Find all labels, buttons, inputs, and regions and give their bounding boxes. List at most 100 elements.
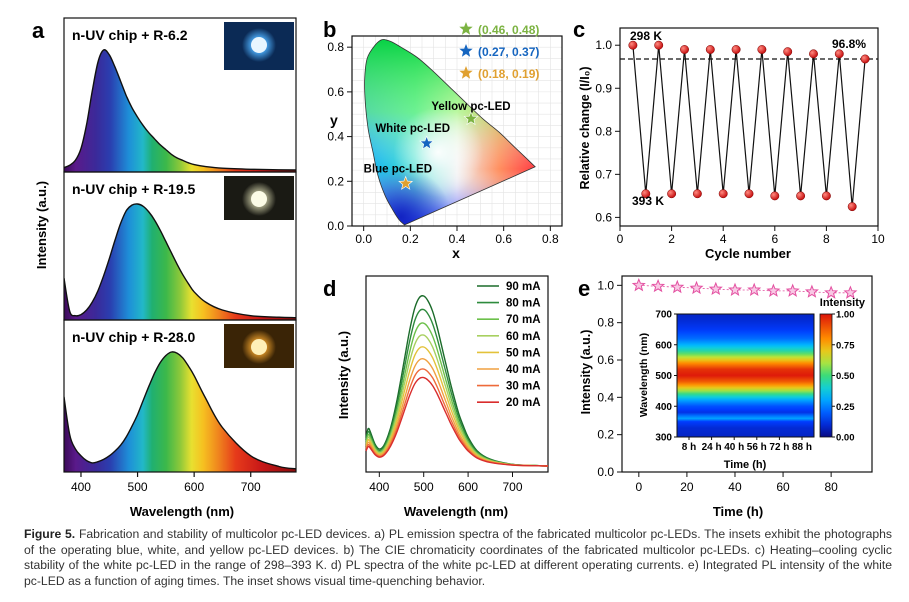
c-point-7 <box>705 45 715 54</box>
inset-photo-3 <box>224 324 294 368</box>
e-point-5 <box>708 281 723 296</box>
emission-curve-2 <box>64 203 296 319</box>
d-series-90-mA <box>365 295 549 467</box>
c-frame <box>619 27 879 227</box>
d-series-40-mA <box>365 358 549 467</box>
c-point-3 <box>654 40 664 50</box>
e-point-11 <box>824 285 839 299</box>
c-point-15 <box>809 49 818 59</box>
c-point-10 <box>744 189 754 199</box>
c-point-16 <box>821 191 831 201</box>
b-xtick-label: 0.4 <box>449 232 466 246</box>
cie-point-2 <box>419 135 435 150</box>
c-point-8 <box>718 189 728 199</box>
cie-legend-marker-2 <box>459 44 473 57</box>
c-point-18 <box>847 202 857 212</box>
b-ytick-label: 0.8 <box>327 40 344 54</box>
panel-label-d: d <box>323 276 336 301</box>
e-inset-xtick-label: 56 h <box>747 442 767 453</box>
e-inset-ytick-label: 500 <box>655 371 672 382</box>
d-xtick-label: 600 <box>458 480 478 494</box>
series-label-1: n-UV chip + R-6.2 <box>72 27 188 43</box>
b-ytick-label: 0.4 <box>327 130 344 144</box>
e-inset-xtick-label: 24 h <box>702 442 722 453</box>
d-xtick-label: 400 <box>369 480 389 494</box>
e-inset-ytick-label: 400 <box>655 402 672 413</box>
emission-area-1 <box>64 49 296 173</box>
e-inset-xtick-label: 88 h <box>792 442 812 453</box>
d-series-20-mA <box>365 376 549 467</box>
c-point-12 <box>770 191 780 201</box>
c-point-4 <box>667 189 677 199</box>
e-inset-heatmap <box>676 313 815 438</box>
panel-d-ylabel: Intensity (a.u.) <box>336 331 351 419</box>
cie-legend-marker-1 <box>459 22 473 35</box>
c-ytick-label: 0.6 <box>595 210 612 224</box>
e-point-8 <box>766 283 781 297</box>
b-xtick-label: 0.2 <box>402 232 419 246</box>
panel-e: e 0 20 40 60 80 0.0 0.2 0.4 0.6 0.8 1.0 8 h 24 h 40 h… <box>578 275 873 519</box>
d-series-30-mA <box>365 368 549 467</box>
e-colorbar-tick-label: 0.75 <box>836 340 855 351</box>
c-ytick-label: 0.8 <box>595 124 612 138</box>
e-colorbar-tick-label: 1.00 <box>836 310 855 321</box>
e-ytick-label: 0.2 <box>597 428 614 442</box>
subplot-frame-3 <box>63 319 297 473</box>
d-legend-label-8: 20 mA <box>506 397 541 409</box>
panel-a-xlabel: Wavelength (nm) <box>130 504 234 519</box>
panel-e-ylabel: Intensity (a.u.) <box>579 330 593 415</box>
cie-legend-marker-3 <box>459 66 473 79</box>
e-inset-ytick-label: 300 <box>655 433 672 444</box>
caption-label: Figure 5. <box>24 527 76 541</box>
d-legend-label-2: 80 mA <box>506 298 541 310</box>
d-legend-label-3: 70 mA <box>506 314 541 326</box>
series-label-2: n-UV chip + R-19.5 <box>72 181 196 197</box>
c-point-13 <box>783 47 793 57</box>
c-point-9 <box>731 45 741 54</box>
c-point-19 <box>860 54 870 64</box>
emission-curve-3 <box>64 351 296 470</box>
e-xtick-label: 80 <box>824 480 838 494</box>
e-colorbar-label: Intensity <box>820 297 866 309</box>
e-xtick-label: 60 <box>776 480 790 494</box>
b-xtick-label: 0.0 <box>355 232 372 246</box>
c-xtick-label: 8 <box>823 232 830 246</box>
panel-label-b: b <box>323 17 336 42</box>
c-xtick-label: 6 <box>771 232 778 246</box>
cie-legend-text-2: (0.27, 0.37) <box>478 45 539 59</box>
e-colorbar-tick-label: 0.50 <box>836 371 855 382</box>
e-inset-xtick-label: 72 h <box>769 442 789 453</box>
e-point-12 <box>843 285 858 299</box>
panel-label-c: c <box>573 17 585 42</box>
e-ytick-label: 0.6 <box>597 353 614 367</box>
panel-c-xlabel: Cycle number <box>705 246 791 261</box>
e-ytick-label: 0.4 <box>597 390 614 404</box>
e-colorbar-tick-label: 0.25 <box>836 402 855 413</box>
cie-point-1 <box>463 110 479 126</box>
e-inset-xtick-label: 8 h <box>682 442 696 453</box>
e-inset-ytick-label: 700 <box>655 310 672 321</box>
figure-5: a Intensity (a.u.) n-UV chip + R-6.2 n-UV… <box>32 17 885 519</box>
c-ytick-label: 0.7 <box>595 167 612 181</box>
c-annotation-percent: 96.8% <box>832 37 866 51</box>
c-cycle-line <box>632 45 866 207</box>
e-ytick-label: 1.0 <box>597 278 614 292</box>
cie-point-3 <box>398 175 414 190</box>
e-xtick-label: 20 <box>680 480 694 494</box>
d-series-80-mA <box>365 308 549 467</box>
d-legend-label-1: 90 mA <box>506 281 541 293</box>
panel-d-xlabel: Wavelength (nm) <box>404 504 508 519</box>
e-point-1 <box>631 277 646 292</box>
d-legend-label-7: 30 mA <box>506 381 541 393</box>
emission-curve-1 <box>64 49 296 171</box>
c-point-6 <box>692 189 702 199</box>
emission-area-3 <box>64 351 296 472</box>
d-legend-label-5: 50 mA <box>506 347 541 359</box>
b-xtick-label: 0.6 <box>495 232 512 246</box>
e-trend-line <box>638 284 851 294</box>
cie-point-label-2: White pc-LED <box>375 123 450 135</box>
e-inset-ytick-label: 600 <box>655 340 672 351</box>
d-series-60-mA <box>365 334 549 467</box>
e-inset-ylabel: Wavelength (nm) <box>638 333 650 417</box>
b-ytick-label: 0.6 <box>327 85 344 99</box>
